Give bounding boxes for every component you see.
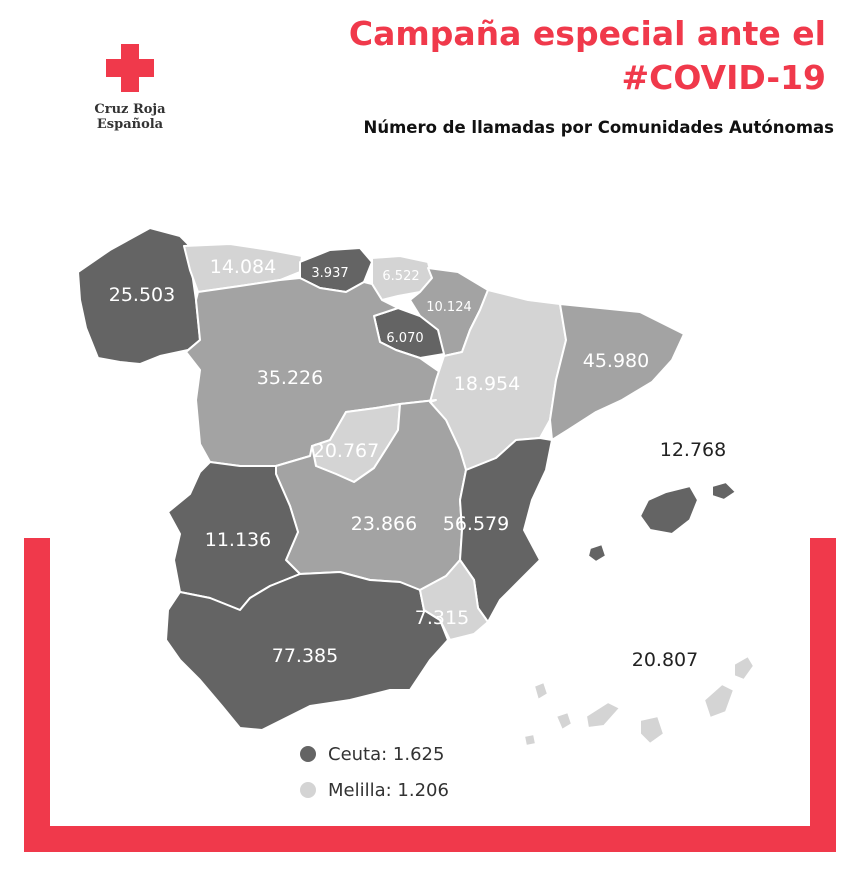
region-canarias-3 xyxy=(523,733,537,747)
label-castilla-leon: 35.226 xyxy=(257,367,323,389)
region-cataluna xyxy=(549,303,685,441)
label-comunidad-valenciana: 56.579 xyxy=(443,513,509,535)
light-dot-icon xyxy=(300,782,316,798)
label-castilla-la-mancha: 23.866 xyxy=(351,513,417,535)
dark-dot-icon xyxy=(300,746,316,762)
label-canarias: 20.807 xyxy=(632,649,698,671)
label-murcia: 7.315 xyxy=(415,607,469,629)
label-baleares: 12.768 xyxy=(660,439,726,461)
label-madrid: 20.767 xyxy=(313,440,379,462)
page-title: Campaña especial ante el #COVID-19 xyxy=(349,12,826,100)
red-cross-icon xyxy=(106,44,154,92)
region-baleares-mallorca xyxy=(639,485,699,535)
region-canarias-4 xyxy=(585,701,621,729)
label-andalucia: 77.385 xyxy=(272,645,338,667)
region-canarias-5 xyxy=(639,715,665,745)
label-extremadura: 11.136 xyxy=(205,529,271,551)
region-asturias xyxy=(183,243,303,293)
label-cataluna: 45.980 xyxy=(583,350,649,372)
legend: Ceuta: 1.625 Melilla: 1.206 xyxy=(300,736,449,808)
region-canarias-6 xyxy=(703,683,735,719)
label-la-rioja: 6.070 xyxy=(386,331,423,346)
legend-melilla: Melilla: 1.206 xyxy=(300,772,449,808)
region-canarias-2 xyxy=(555,711,573,731)
region-baleares-menorca xyxy=(711,481,737,501)
label-galicia: 25.503 xyxy=(109,284,175,306)
cruz-roja-logo: Cruz Roja Española xyxy=(60,42,200,132)
region-murcia xyxy=(419,559,489,641)
legend-ceuta: Ceuta: 1.625 xyxy=(300,736,449,772)
region-canarias-7 xyxy=(733,655,755,681)
region-canarias-1 xyxy=(533,681,549,701)
legend-ceuta-label: Ceuta: 1.625 xyxy=(328,743,445,765)
legend-melilla-label: Melilla: 1.206 xyxy=(328,779,449,801)
region-andalucia xyxy=(165,571,449,731)
logo-text: Cruz Roja Española xyxy=(94,102,166,132)
label-navarra: 10.124 xyxy=(426,300,472,315)
title-line-2: #COVID-19 xyxy=(621,58,826,97)
region-baleares-ibiza xyxy=(587,543,607,563)
page-subtitle: Número de llamadas por Comunidades Autón… xyxy=(363,118,834,137)
region-comunidad-valenciana xyxy=(459,437,553,623)
label-aragon: 18.954 xyxy=(454,373,520,395)
label-pais-vasco: 6.522 xyxy=(382,269,419,284)
title-line-1: Campaña especial ante el xyxy=(348,14,826,53)
label-asturias: 14.084 xyxy=(210,256,276,278)
label-cantabria: 3.937 xyxy=(311,266,348,281)
